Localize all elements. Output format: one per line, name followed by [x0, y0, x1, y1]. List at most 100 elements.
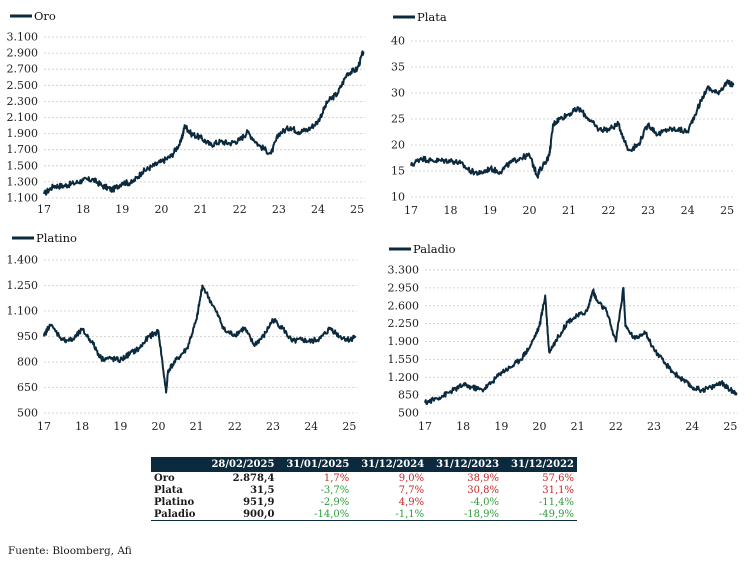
y-tick-label: 1.900 — [7, 127, 39, 140]
metal-name: Oro — [154, 472, 175, 484]
x-tick-label: 25 — [342, 420, 356, 433]
y-tick-label: 2.900 — [7, 47, 39, 60]
change-cell: -49,9% — [502, 508, 577, 521]
x-tick-label: 20 — [152, 420, 166, 433]
series-line — [410, 79, 735, 179]
x-tick-label: 24 — [681, 204, 695, 217]
change-cell: -14,0% — [277, 508, 353, 521]
x-tick-label: 19 — [113, 420, 127, 433]
last-price: 900,0 — [202, 508, 278, 521]
x-tick-label: 25 — [720, 204, 734, 217]
y-tick-label: 1.250 — [7, 279, 39, 292]
x-tick-label: 21 — [562, 204, 576, 217]
y-tick-label: 1.900 — [388, 335, 420, 348]
y-tick-label: 800 — [17, 356, 38, 369]
y-tick-label: 950 — [17, 330, 38, 343]
x-tick-label: 19 — [115, 203, 129, 216]
y-tick-label: 2.500 — [7, 79, 39, 92]
x-tick-label: 24 — [685, 420, 699, 433]
change-cell: 7,7% — [398, 484, 425, 496]
x-tick-label: 22 — [233, 203, 247, 216]
x-tick-label: 23 — [272, 203, 286, 216]
x-tick-label: 21 — [190, 420, 204, 433]
table-header-cell: 31/12/2023 — [427, 457, 503, 472]
x-tick-label: 22 — [609, 420, 623, 433]
series-line — [43, 284, 357, 394]
change-cell: -11,4% — [538, 496, 574, 508]
y-tick-label: 500 — [17, 407, 38, 420]
y-tick-label: 1.300 — [7, 175, 39, 188]
change-cell: -18,9% — [427, 508, 503, 521]
x-tick-label: 18 — [456, 420, 470, 433]
x-tick-label: 20 — [523, 204, 537, 217]
table-header-cell: 28/02/2025 — [202, 457, 278, 472]
change-cell: 31,1% — [542, 484, 574, 496]
y-tick-label: 20 — [391, 139, 405, 152]
change-cell: -1,1% — [352, 508, 428, 521]
y-tick-label: 2.950 — [388, 281, 420, 294]
y-tick-label: 500 — [398, 407, 419, 420]
legend-label: Oro — [34, 9, 56, 23]
x-tick-label: 23 — [266, 420, 280, 433]
change-cell: 1,7% — [323, 472, 350, 484]
y-tick-label: 1.400 — [7, 254, 39, 267]
series-line — [43, 50, 365, 196]
x-tick-label: 24 — [304, 420, 318, 433]
x-tick-label: 18 — [75, 420, 89, 433]
table-header-cell: 31/01/2025 — [277, 457, 353, 472]
table-row: Oro 2.878,4 1,7% 9,0% 38,9% 57,6% — [151, 472, 577, 484]
y-tick-label: 2.700 — [7, 63, 39, 76]
x-tick-label: 18 — [444, 204, 458, 217]
y-tick-label: 650 — [17, 381, 38, 394]
metal-name: Platino — [154, 496, 195, 508]
y-tick-label: 25 — [391, 113, 405, 126]
x-tick-label: 23 — [647, 420, 661, 433]
change-cell: 9,0% — [398, 472, 425, 484]
y-tick-label: 1.100 — [7, 192, 39, 205]
last-price: 951,9 — [243, 496, 275, 508]
y-tick-label: 2.600 — [388, 299, 420, 312]
table-row: Platino 951,9 -2,9% 4,9% -4,0% -11,4% — [151, 496, 577, 508]
table-row: Plata 31,5 -3,7% 7,7% 30,8% 31,1% — [151, 484, 577, 496]
paladio-chart: 3.300 2.950 2.600 2.250 1.900 1.550 1.200 850 50… — [388, 242, 738, 433]
y-tick-label: 10 — [391, 191, 405, 204]
x-tick-label: 23 — [641, 204, 655, 217]
change-cell: -2,9% — [320, 496, 350, 508]
y-tick-label: 15 — [391, 165, 405, 178]
y-tick-label: 3.300 — [388, 264, 420, 277]
x-tick-label: 17 — [37, 203, 51, 216]
y-tick-label: 2.100 — [7, 111, 39, 124]
last-price: 31,5 — [250, 484, 275, 496]
change-cell: -4,0% — [470, 496, 500, 508]
x-tick-label: 17 — [37, 420, 51, 433]
table-header-cell: 31/12/2022 — [502, 457, 577, 472]
change-cell: 38,9% — [467, 472, 500, 484]
prices-table: 28/02/2025 31/01/2025 31/12/2024 31/12/2… — [151, 457, 577, 521]
table-header-row: 28/02/2025 31/01/2025 31/12/2024 31/12/2… — [151, 457, 577, 472]
x-tick-label: 21 — [571, 420, 585, 433]
change-cell: 30,8% — [467, 484, 500, 496]
x-tick-label: 22 — [228, 420, 242, 433]
legend-label: Platino — [36, 231, 77, 245]
y-tick-label: 1.200 — [388, 371, 420, 384]
y-tick-label: 1.700 — [7, 143, 39, 156]
y-tick-label: 2.300 — [7, 95, 39, 108]
x-tick-label: 25 — [723, 420, 737, 433]
source-note: Fuente: Bloomberg, Afi — [8, 545, 132, 557]
y-tick-label: 3.100 — [7, 31, 39, 44]
x-tick-label: 17 — [418, 420, 432, 433]
last-price: 2.878,4 — [232, 472, 275, 484]
oro-chart: 3.100 2.900 2.700 2.500 2.300 2.100 1.900 1.700… — [7, 9, 365, 216]
x-tick-label: 21 — [194, 203, 208, 216]
x-tick-label: 20 — [154, 203, 168, 216]
y-tick-label: 40 — [391, 35, 405, 48]
legend-label: Paladio — [413, 242, 456, 256]
metal-name: Plata — [154, 484, 183, 496]
x-tick-label: 22 — [602, 204, 616, 217]
x-tick-label: 24 — [311, 203, 325, 216]
y-tick-label: 850 — [398, 389, 419, 402]
x-tick-label: 18 — [76, 203, 90, 216]
y-tick-label: 1.550 — [388, 353, 420, 366]
